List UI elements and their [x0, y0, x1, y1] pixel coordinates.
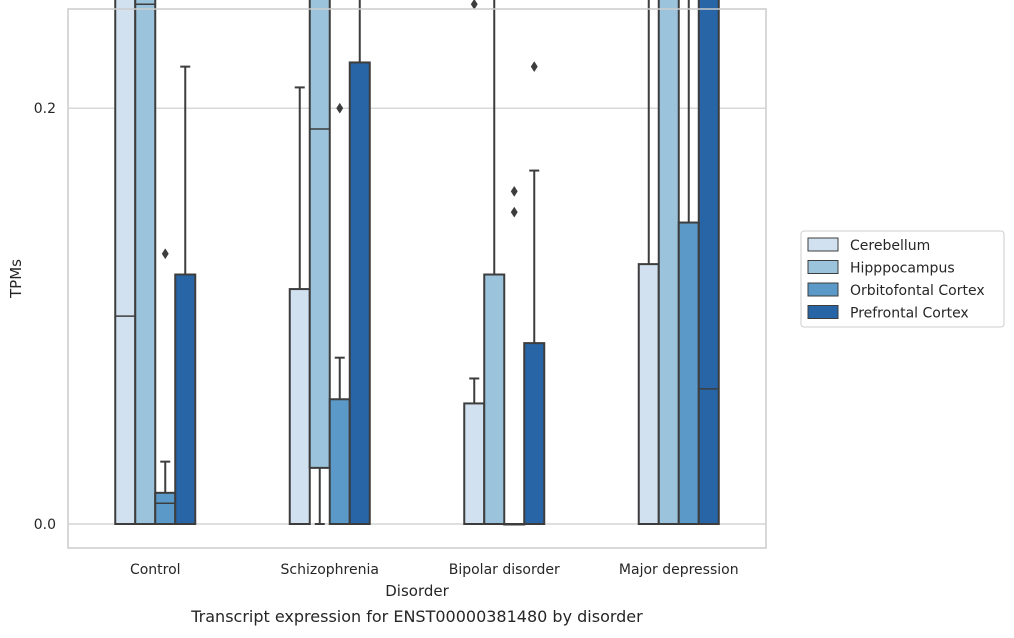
y-tick-label: 0.2	[34, 101, 56, 117]
box-0-3	[174, 65, 197, 525]
outlier-point	[510, 185, 518, 197]
x-axis-label: Disorder	[385, 582, 449, 600]
box-1-2	[328, 102, 351, 526]
box-body	[637, 263, 660, 525]
box-2-1	[483, 0, 506, 525]
legend-swatch	[807, 305, 839, 319]
x-tick-label: Control	[130, 562, 181, 578]
box-body	[308, 0, 331, 469]
box-0-2	[154, 248, 177, 526]
y-axis-label: TPMs	[7, 259, 25, 299]
legend-label: Orbitofontal Cortex	[850, 283, 985, 299]
box-2-0	[463, 0, 486, 525]
x-tick-label: Major depression	[619, 562, 739, 578]
box-0-0	[114, 0, 137, 525]
legend-label: Cerebellum	[850, 238, 930, 254]
boxes	[114, 0, 720, 526]
box-2-2	[503, 185, 526, 526]
box-body	[463, 402, 486, 525]
box-body	[134, 0, 157, 525]
box-1-0	[288, 86, 311, 525]
box-3-0	[637, 0, 660, 525]
box-3-3	[697, 0, 720, 525]
box-1-3	[348, 0, 371, 525]
x-axis-ticks: Control Schizophrenia Bipolar disorder Majo…	[130, 562, 739, 578]
box-3-1	[657, 0, 680, 526]
box-body	[288, 288, 311, 525]
legend-frame	[800, 230, 1005, 328]
outlier-point	[510, 206, 518, 218]
plot-frame	[67, 8, 767, 549]
box-1-1	[308, 0, 331, 525]
y-axis-ticks: 0.00.20.40.60.81.01.2	[34, 101, 56, 533]
box-0-1	[134, 0, 157, 525]
outlier-point	[530, 61, 538, 73]
legend-swatch	[807, 260, 839, 274]
box-body	[523, 342, 546, 526]
box-body	[657, 0, 680, 526]
box-body	[483, 273, 506, 525]
outlier-point	[336, 102, 344, 114]
legend-swatch	[807, 237, 839, 252]
chart-title: Transcript expression for ENST0000038148…	[190, 607, 643, 626]
legend-swatch	[807, 282, 839, 297]
box-3-2	[677, 0, 700, 525]
box-body	[174, 273, 197, 525]
x-tick-label: Bipolar disorder	[449, 562, 560, 578]
legend-label: Prefrontal Cortex	[850, 306, 969, 322]
y-tick-label: 0.0	[34, 517, 56, 533]
box-body	[328, 398, 351, 526]
outlier-point	[161, 248, 169, 260]
x-tick-label: Schizophrenia	[281, 562, 379, 578]
legend: Cerebellum Hipppocampus Orbitofontal Corte…	[800, 230, 1005, 328]
box-body	[154, 491, 177, 526]
box-2-3	[523, 61, 546, 526]
box-body	[677, 221, 700, 525]
box-body	[697, 0, 720, 525]
box-body	[348, 61, 371, 525]
legend-label: Hipppocampus	[850, 261, 955, 277]
box-body	[114, 0, 137, 525]
outlier-point	[470, 0, 478, 10]
